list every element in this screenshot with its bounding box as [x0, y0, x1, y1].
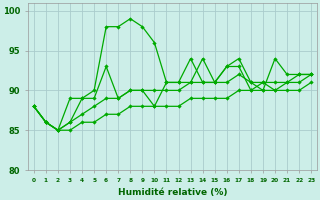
X-axis label: Humidité relative (%): Humidité relative (%) — [118, 188, 227, 197]
